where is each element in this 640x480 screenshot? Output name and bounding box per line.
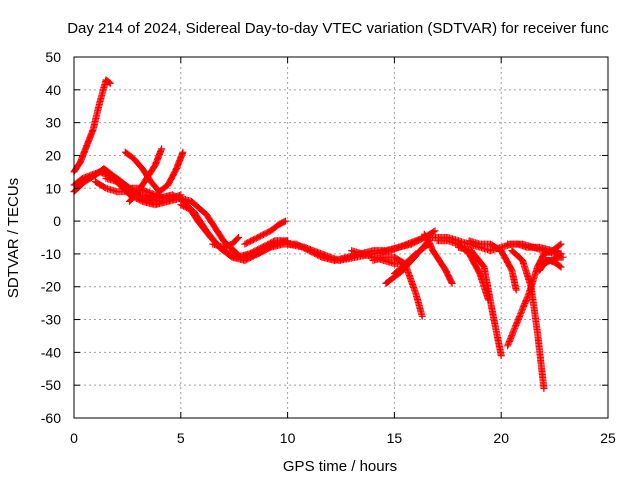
series-track-26 bbox=[540, 257, 565, 271]
y-tick-label: -50 bbox=[41, 377, 61, 393]
series-track-25 bbox=[504, 240, 565, 255]
plot-area bbox=[74, 57, 608, 418]
y-tick-label: 30 bbox=[45, 115, 61, 131]
x-tick-label: 25 bbox=[600, 430, 616, 446]
y-tick-label: 40 bbox=[45, 82, 61, 98]
series-track-16 bbox=[390, 240, 433, 278]
x-axis-label: GPS time / hours bbox=[283, 458, 397, 475]
y-tick-label: -30 bbox=[41, 312, 61, 328]
data-point-markers bbox=[504, 240, 565, 255]
series-track-20 bbox=[455, 243, 505, 360]
plot-frame bbox=[73, 56, 609, 419]
x-tick-label: 10 bbox=[280, 430, 296, 446]
data-point-markers bbox=[540, 257, 565, 271]
y-axis-label: SDTVAR / TECUs bbox=[5, 178, 22, 298]
x-tick-label: 5 bbox=[177, 430, 185, 446]
y-tick-label: 50 bbox=[45, 49, 61, 65]
series-track-21 bbox=[465, 237, 520, 294]
series-track-11 bbox=[241, 217, 289, 248]
data-point-markers bbox=[455, 243, 505, 360]
grid-lines bbox=[74, 57, 608, 418]
y-tick-label: -10 bbox=[41, 246, 61, 262]
series-track-10 bbox=[209, 234, 242, 251]
chart-title: Day 214 of 2024, Sidereal Day-to-day VTE… bbox=[67, 20, 609, 37]
y-tick-label: -60 bbox=[41, 410, 61, 426]
series-track-15 bbox=[369, 253, 426, 320]
data-point-markers bbox=[390, 240, 433, 278]
y-tick-label: -40 bbox=[41, 344, 61, 360]
data-point-markers bbox=[241, 217, 289, 248]
y-tick-label: -20 bbox=[41, 279, 61, 295]
y-tick-label: 0 bbox=[53, 213, 61, 229]
data-point-markers bbox=[369, 253, 426, 320]
data-point-markers bbox=[465, 237, 520, 294]
x-tick-label: 15 bbox=[387, 430, 403, 446]
data-point-markers bbox=[508, 247, 548, 392]
y-tick-label: 10 bbox=[45, 180, 61, 196]
data-point-markers bbox=[209, 234, 242, 251]
axis-ticks: -60 -50 -40 -30 -20 -10 0 10 20 30 40 50 0 5 10 15 20 25 bbox=[41, 49, 616, 446]
y-tick-label: 20 bbox=[45, 147, 61, 163]
x-tick-label: 20 bbox=[493, 430, 509, 446]
x-tick-label: 0 bbox=[70, 430, 78, 446]
series-track-23 bbox=[508, 247, 548, 392]
